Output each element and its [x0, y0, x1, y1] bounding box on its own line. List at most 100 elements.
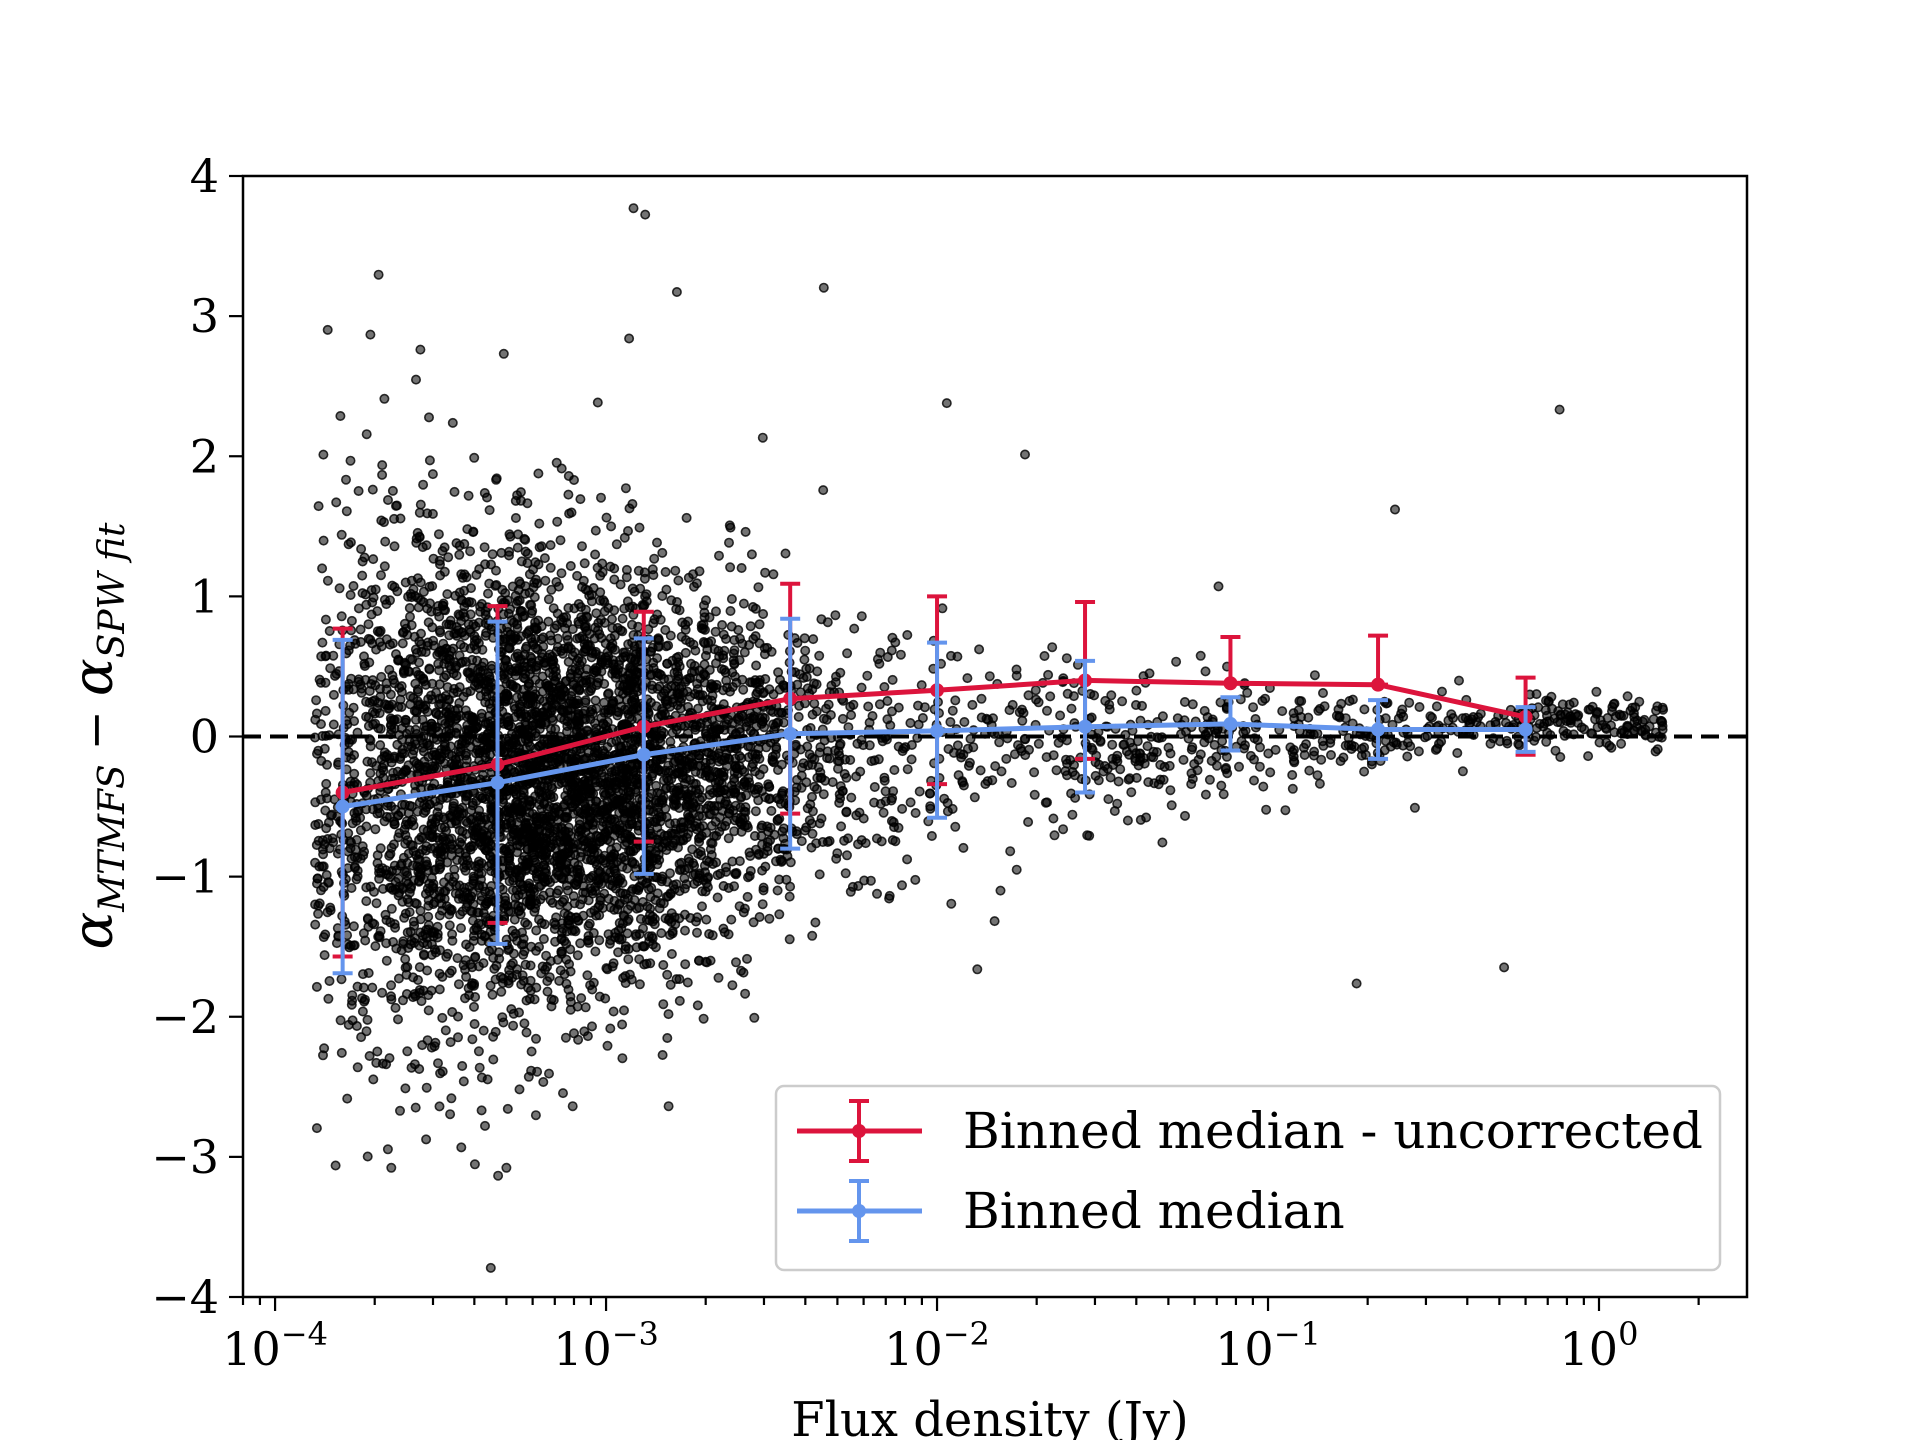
scatter-point: [546, 781, 557, 792]
scatter-point: [590, 695, 601, 706]
scatter-point: [484, 946, 495, 957]
scatter-point: [1158, 774, 1169, 785]
scatter-point: [429, 897, 440, 908]
scatter-point: [1209, 739, 1220, 750]
scatter-point: [1248, 702, 1259, 713]
scatter-point: [793, 711, 804, 722]
scatter-point: [1611, 711, 1622, 722]
scatter-point: [666, 948, 677, 959]
scatter-point: [627, 583, 638, 594]
scatter-point: [379, 561, 390, 572]
scatter-point: [1213, 581, 1224, 592]
scatter-point: [634, 979, 645, 990]
scatter-point: [671, 286, 682, 297]
scatter-point: [586, 1021, 597, 1032]
scatter-point: [659, 673, 670, 684]
scatter-point: [717, 619, 728, 630]
scatter-point: [424, 455, 435, 466]
scatter-point: [662, 1033, 673, 1044]
scatter-point: [573, 684, 584, 695]
scatter-point: [840, 868, 851, 879]
scatter-point: [605, 1023, 616, 1034]
scatter-point: [651, 701, 662, 712]
scatter-point: [624, 790, 635, 801]
scatter-point: [657, 1050, 668, 1061]
scatter-point: [1040, 797, 1051, 808]
scatter-point: [556, 946, 567, 957]
scatter-point: [808, 634, 819, 645]
scatter-point: [409, 920, 420, 931]
scatter-point: [539, 553, 550, 564]
scatter-point: [400, 717, 411, 728]
scatter-point: [680, 959, 691, 970]
scatter-point: [873, 754, 884, 765]
scatter-point: [467, 672, 478, 683]
scatter-point: [1583, 751, 1594, 762]
scatter-point: [501, 900, 512, 911]
scatter-point: [441, 726, 452, 737]
scatter-point: [458, 691, 469, 702]
scatter-point: [531, 925, 542, 936]
scatter-point: [1658, 704, 1669, 715]
scatter-point: [498, 1017, 509, 1028]
scatter-point: [734, 750, 745, 761]
scatter-point: [1019, 449, 1030, 460]
scatter-point: [482, 588, 493, 599]
scatter-point: [799, 654, 810, 665]
scatter-point: [740, 988, 751, 999]
scatter-point: [1261, 804, 1272, 815]
scatter-point: [411, 666, 422, 677]
scatter-point: [606, 844, 617, 855]
scatter-point: [1326, 749, 1337, 760]
scatter-point: [592, 562, 603, 573]
scatter-point: [368, 719, 379, 730]
scatter-point: [778, 833, 789, 844]
scatter-point: [412, 684, 423, 695]
scatter-point: [410, 1102, 421, 1113]
scatter-point: [1200, 666, 1211, 677]
scatter-point: [528, 849, 539, 860]
scatter-point: [381, 599, 392, 610]
scatter-point: [545, 562, 556, 573]
scatter-point: [1600, 722, 1611, 733]
scatter-point: [778, 680, 789, 691]
scatter-point: [816, 614, 827, 625]
scatter-point: [713, 972, 724, 983]
scatter-point: [408, 584, 419, 595]
scatter-point: [725, 562, 736, 573]
scatter-point: [531, 624, 542, 635]
scatter-point: [610, 664, 621, 675]
scatter-point: [778, 823, 789, 834]
scatter-point: [459, 642, 470, 653]
scatter-point: [447, 1006, 458, 1017]
scatter-point: [740, 802, 751, 813]
scatter-point: [713, 550, 724, 561]
scatter-point: [681, 763, 692, 774]
scatter-point: [846, 792, 857, 803]
scatter-point: [488, 1054, 499, 1065]
scatter-point: [1288, 755, 1299, 766]
scatter-point: [530, 1110, 541, 1121]
scatter-point: [681, 512, 692, 523]
scatter-point: [754, 911, 765, 922]
scatter-point: [592, 397, 603, 408]
scatter-point: [874, 699, 885, 710]
scatter-point: [1298, 742, 1309, 753]
scatter-point: [364, 1051, 375, 1062]
scatter-point: [512, 964, 523, 975]
scatter-point: [1254, 761, 1265, 772]
scatter-point: [1409, 802, 1420, 813]
scatter-point: [760, 861, 771, 872]
scatter-point: [1249, 775, 1260, 786]
scatter-point: [740, 526, 751, 537]
scatter-point: [1060, 766, 1071, 777]
scatter-point: [856, 682, 867, 693]
scatter-point: [476, 1105, 487, 1116]
scatter-point: [404, 611, 415, 622]
scatter-point: [518, 949, 529, 960]
scatter-point: [479, 1120, 490, 1131]
scatter-point: [434, 910, 445, 921]
scatter-point: [704, 856, 715, 867]
scatter-point: [1333, 704, 1344, 715]
scatter-point: [310, 819, 321, 830]
